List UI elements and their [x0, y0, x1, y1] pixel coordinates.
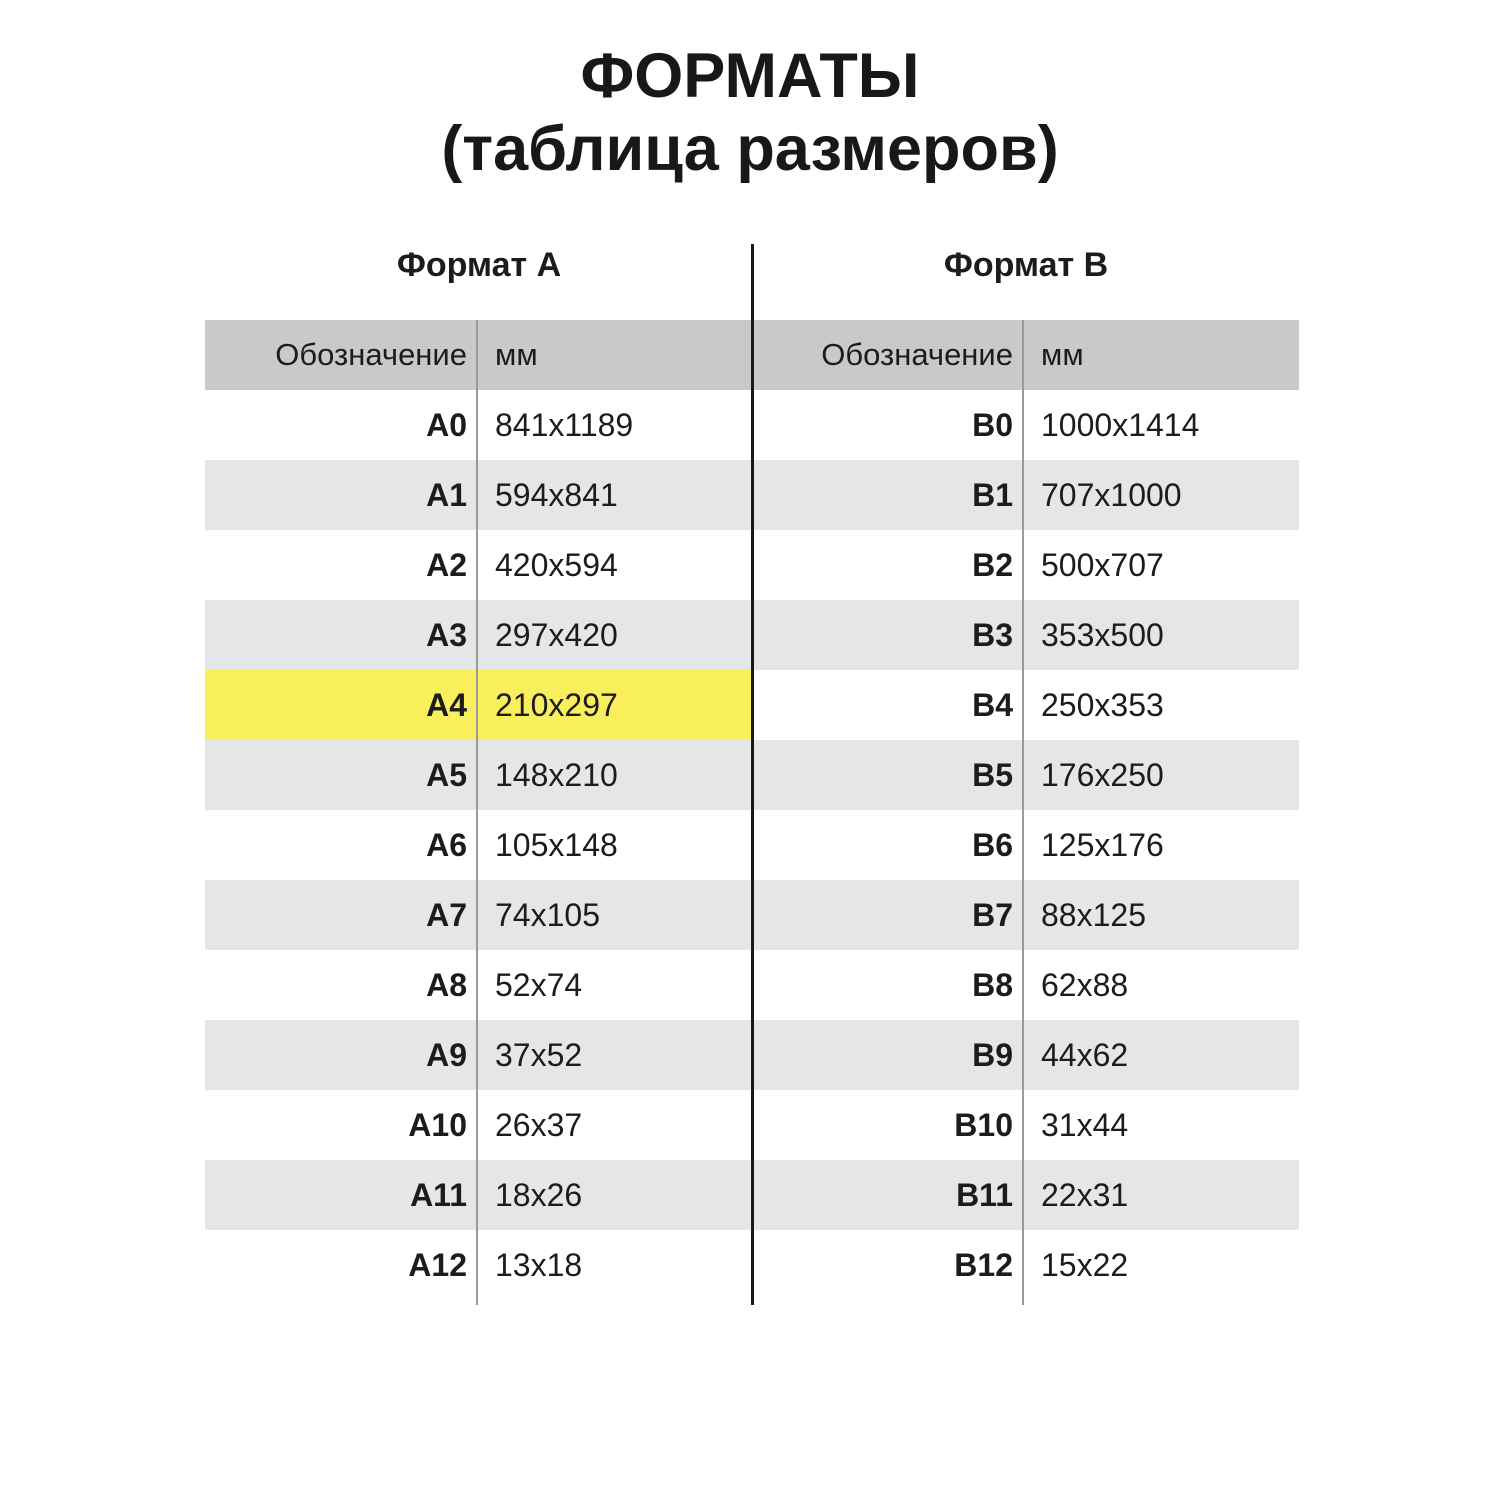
format-size-mm: 1000x1414	[1041, 407, 1200, 443]
format-code: B7	[972, 897, 1013, 933]
title-line-1: ФОРМАТЫ	[580, 41, 920, 111]
table-a-title: Формат А	[396, 246, 562, 284]
format-code: B0	[972, 407, 1013, 443]
format-code: B1	[972, 477, 1013, 513]
format-size-mm: 125x176	[1041, 827, 1164, 863]
format-code: A6	[426, 827, 467, 863]
format-size-mm: 26x37	[495, 1107, 583, 1143]
format-code: B2	[972, 547, 1013, 583]
format-size-mm: 250x353	[1041, 687, 1164, 723]
format-code: B4	[972, 687, 1013, 723]
format-code: A12	[408, 1247, 467, 1283]
format-code: B10	[954, 1107, 1013, 1143]
format-size-mm: 353x500	[1041, 617, 1164, 653]
format-size-mm: 88x125	[1041, 897, 1146, 933]
format-code: B9	[972, 1037, 1013, 1073]
format-code: A0	[426, 407, 467, 443]
format-size-mm: 44x62	[1041, 1037, 1129, 1073]
format-code: A5	[426, 757, 467, 793]
table-row: A6 105x148 B6 125x176	[205, 810, 1299, 880]
a4-highlight	[205, 670, 751, 740]
table-b-column-divider	[1022, 320, 1024, 1305]
format-code: B5	[972, 757, 1013, 793]
format-size-mm: 62x88	[1041, 967, 1129, 1003]
header-mm-a: мм	[495, 337, 538, 372]
table-row: A10 26x37 B10 31x44	[205, 1090, 1299, 1160]
format-code: A4	[426, 687, 467, 723]
header-designation-b: Обозначение	[821, 337, 1013, 372]
table-row: A12 13x18 B12 15x22	[205, 1230, 1299, 1300]
format-size-mm: 105x148	[495, 827, 618, 863]
table-a-column-divider	[476, 320, 478, 1305]
table-row: A4 210x297 B4 250x353	[205, 670, 1299, 740]
format-size-mm: 31x44	[1041, 1107, 1129, 1143]
format-code: A10	[408, 1107, 467, 1143]
format-size-mm: 297x420	[495, 617, 618, 653]
format-size-mm: 707x1000	[1041, 477, 1182, 513]
format-size-mm: 500x707	[1041, 547, 1164, 583]
format-code: B3	[972, 617, 1013, 653]
format-size-mm: 18x26	[495, 1177, 583, 1213]
table-row: A8 52x74 B8 62x88	[205, 950, 1299, 1020]
format-code: A3	[426, 617, 467, 653]
format-size-mm: 22x31	[1041, 1177, 1129, 1213]
center-divider	[751, 244, 754, 1305]
table-row: A2 420x594 B2 500x707	[205, 530, 1299, 600]
format-size-mm: 420x594	[495, 547, 618, 583]
format-code: A2	[426, 547, 467, 583]
format-size-mm: 148x210	[495, 757, 618, 793]
format-size-mm: 15x22	[1041, 1247, 1129, 1283]
header-designation-a: Обозначение	[275, 337, 467, 372]
format-size-mm: 52x74	[495, 967, 583, 1003]
format-code: A1	[426, 477, 467, 513]
format-code: A11	[410, 1177, 467, 1213]
format-code: B8	[972, 967, 1013, 1003]
format-size-mm: 176x250	[1041, 757, 1164, 793]
format-code: B11	[956, 1177, 1013, 1213]
table-b-title: Формат B	[943, 246, 1109, 284]
format-size-mm: 210x297	[495, 687, 618, 723]
header-mm-b: мм	[1041, 337, 1084, 372]
format-code: A7	[426, 897, 467, 933]
title-line-2: (таблица размеров)	[441, 114, 1059, 184]
table-row: A0 841x1189 B0 1000x1414	[205, 390, 1299, 460]
format-size-mm: 74x105	[495, 897, 600, 933]
format-size-mm: 13x18	[495, 1247, 583, 1283]
format-code: A8	[426, 967, 467, 1003]
format-code: B6	[972, 827, 1013, 863]
format-size-mm: 594x841	[495, 477, 618, 513]
format-size-mm: 37x52	[495, 1037, 583, 1073]
page-title: ФОРМАТЫ (таблица размеров)	[0, 40, 1500, 186]
format-code: B12	[954, 1247, 1013, 1283]
format-size-mm: 841x1189	[495, 407, 634, 443]
format-code: A9	[426, 1037, 467, 1073]
